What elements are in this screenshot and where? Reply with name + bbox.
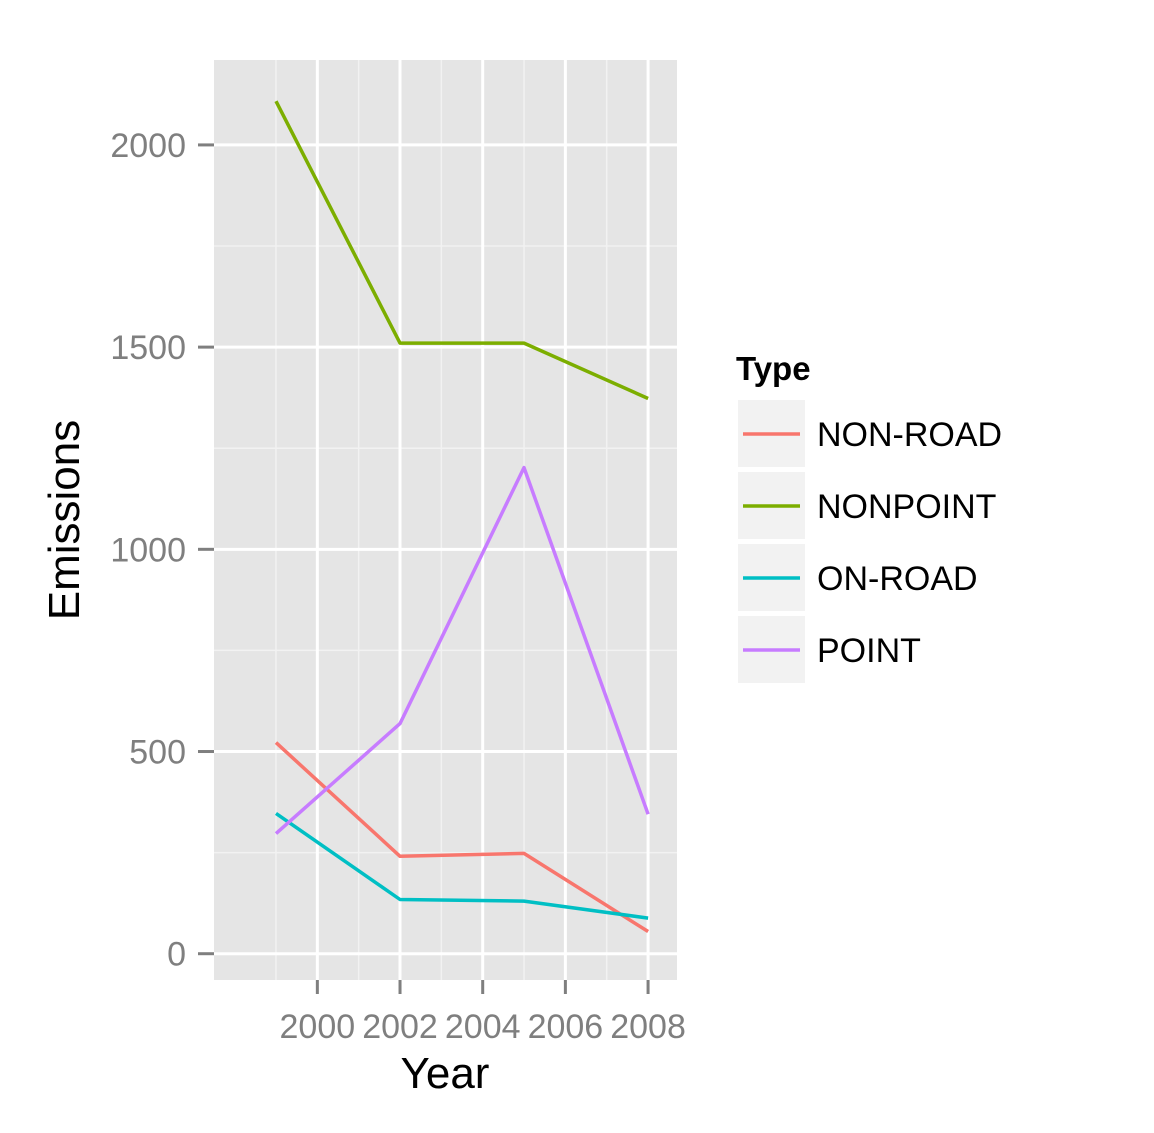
x-tick-label: 2006 [528, 1008, 604, 1046]
y-axis-title: Emissions [40, 420, 89, 621]
x-tick-label: 2002 [362, 1008, 438, 1046]
y-tick-label: 500 [129, 734, 186, 772]
series-line-on-road [275, 811, 649, 920]
y-tick-label: 1500 [110, 329, 186, 367]
series-line-nonpoint [274, 100, 649, 401]
x-axis: 2000 2002 2004 2006 2008 [280, 980, 686, 1046]
legend-label-nonpoint: NONPOINT [817, 488, 996, 526]
legend-label-on-road: ON-ROAD [817, 560, 978, 598]
grid-major [214, 60, 677, 980]
legend-label-non-road: NON-ROAD [817, 416, 1002, 454]
y-tick-label: 2000 [110, 127, 186, 165]
legend-label-point: POINT [817, 632, 921, 670]
y-tick-label: 1000 [110, 531, 186, 569]
x-axis-title: Year [401, 1049, 490, 1098]
legend-title: Type [736, 350, 811, 387]
series-lines [274, 100, 650, 933]
x-tick-label: 2008 [610, 1008, 686, 1046]
grid-minor [214, 60, 677, 980]
x-tick-label: 2000 [280, 1008, 356, 1046]
legend: Type NON-ROAD NONPOINT ON-ROAD POINT [736, 350, 1002, 683]
series-line-point [274, 465, 650, 835]
series-line-non-road [274, 741, 650, 933]
y-tick-label: 0 [167, 936, 186, 974]
plot-panel [214, 60, 677, 980]
x-tick-label: 2004 [445, 1008, 521, 1046]
y-axis: 0 500 1000 1500 2000 [110, 127, 214, 974]
